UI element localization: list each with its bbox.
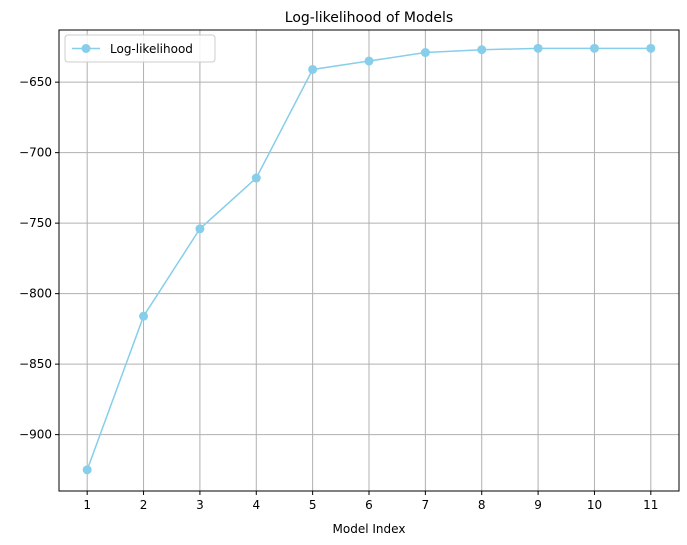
- grid: [59, 30, 679, 491]
- legend-marker-swatch: [81, 44, 91, 53]
- data-point: [477, 45, 487, 55]
- data-point: [364, 56, 374, 66]
- x-tick-label: 3: [196, 498, 204, 512]
- data-point: [82, 465, 92, 475]
- x-tick-label: 5: [309, 498, 317, 512]
- x-axis: 1 2 3 4 5 6 7 8 9 10 11: [83, 491, 658, 512]
- x-tick-label: 4: [252, 498, 260, 512]
- legend-label: Log-likelihood: [110, 42, 193, 56]
- x-tick-label: 1: [83, 498, 91, 512]
- chart-title: Log-likelihood of Models: [285, 10, 453, 26]
- y-tick-label: −700: [19, 146, 52, 160]
- x-tick-label: 9: [534, 498, 542, 512]
- data-point: [420, 48, 430, 58]
- x-tick-label: 10: [587, 498, 602, 512]
- y-tick-label: −850: [19, 357, 52, 371]
- data-point: [533, 43, 543, 53]
- y-tick-label: −750: [19, 216, 52, 230]
- series-log-likelihood: [82, 43, 656, 475]
- y-tick-label: −900: [19, 428, 52, 442]
- data-point: [139, 311, 149, 321]
- data-point: [646, 43, 656, 53]
- y-tick-label: −650: [19, 75, 52, 89]
- y-axis: −900 −850 −800 −750 −700 −650: [19, 75, 59, 442]
- x-tick-label: 2: [140, 498, 148, 512]
- x-tick-label: 6: [365, 498, 373, 512]
- data-point: [308, 64, 318, 74]
- x-tick-label: 11: [643, 498, 658, 512]
- x-tick-label: 7: [422, 498, 430, 512]
- legend: Log-likelihood: [64, 34, 216, 63]
- data-point: [589, 43, 599, 53]
- y-tick-label: −800: [19, 287, 52, 301]
- x-tick-label: 8: [478, 498, 486, 512]
- x-axis-label: Model Index: [333, 522, 406, 536]
- data-point: [195, 224, 205, 234]
- legend-box: [64, 34, 216, 63]
- data-point: [251, 173, 261, 183]
